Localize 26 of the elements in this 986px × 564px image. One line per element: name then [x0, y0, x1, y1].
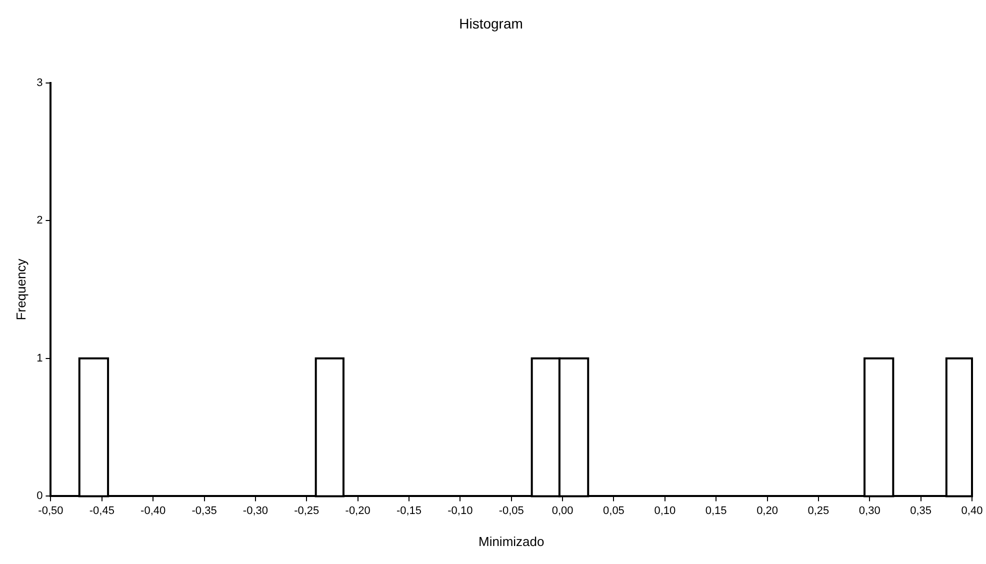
x-tick-label: -0,20 — [345, 504, 370, 517]
x-tick-label: -0,30 — [242, 504, 268, 517]
x-tick-label: -0,05 — [498, 504, 524, 517]
x-tick-label: -0,10 — [448, 504, 473, 517]
y-tick-label: 2 — [36, 214, 43, 227]
x-tick-label: 0,05 — [603, 504, 624, 517]
x-tick-label: -0,15 — [396, 504, 422, 517]
x-tick-label: -0,40 — [140, 504, 166, 517]
x-tick-label: 0,00 — [552, 504, 574, 517]
x-tick-label: -0,25 — [294, 504, 320, 517]
y-tick-label: 3 — [36, 76, 43, 89]
x-tick-label: -0,35 — [192, 504, 217, 517]
y-axis-title: Frequency — [13, 258, 28, 320]
x-tick-label: 0,20 — [756, 504, 778, 517]
x-tick-label: -0,45 — [89, 504, 114, 517]
x-tick-label: 0,30 — [858, 504, 880, 517]
x-tick-label: 0,15 — [705, 504, 727, 517]
x-tick-label: -0,50 — [38, 504, 64, 517]
x-tick-label: 0,25 — [808, 504, 830, 517]
chart-title: Histogram — [459, 15, 523, 32]
x-tick-label: 0,35 — [910, 504, 932, 517]
x-axis-title: Minimizado — [478, 534, 544, 549]
x-tick-label: 0,10 — [654, 504, 676, 517]
x-tick-label: 0,40 — [961, 504, 983, 517]
y-tick-label: 1 — [36, 352, 43, 364]
y-tick-label: 0 — [36, 490, 43, 502]
